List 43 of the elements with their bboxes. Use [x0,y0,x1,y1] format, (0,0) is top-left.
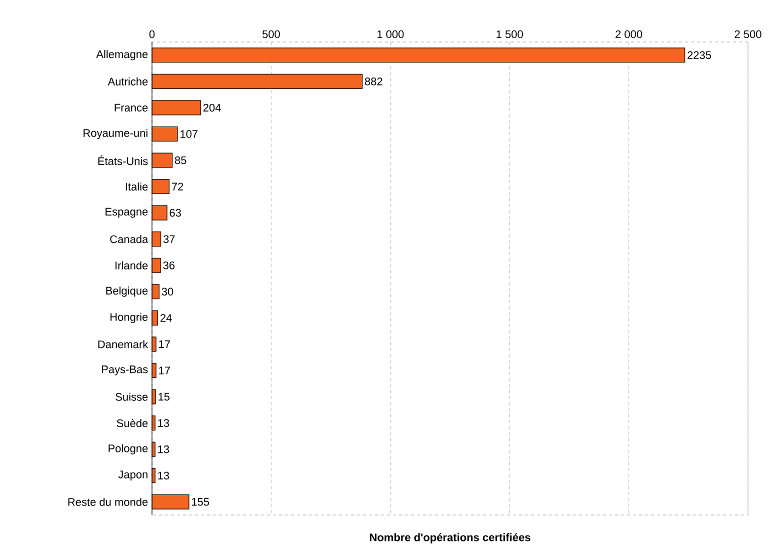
data-label: 2235 [688,51,712,60]
y-tick-label: Suisse [116,392,148,401]
y-tick-label: Italie [126,182,148,191]
data-label: 13 [158,472,170,480]
data-label: 204 [203,104,221,112]
data-label: 882 [364,78,382,86]
y-tick-label: Pologne [108,444,148,454]
data-label: 13 [158,445,170,454]
y-tick-label: Danemark [98,340,148,348]
data-label: 17 [159,340,170,348]
x-tick-label: 1 500 [496,30,523,38]
data-label: 13 [158,419,170,427]
x-tick-label: 500 [262,30,280,38]
data-label: 85 [174,156,186,164]
data-label: 155 [192,498,210,506]
data-label: 17 [159,366,170,374]
y-tick-label: Suède [116,418,148,428]
data-label: 15 [158,392,170,401]
y-tick-label: Autriche [108,77,148,86]
y-tick-label: Espagne [106,208,148,218]
y-tick-label: Irlande [116,261,148,270]
data-label: 72 [172,182,184,190]
x-tick-label: 0 [149,30,155,38]
x-tick-label: 2 000 [616,30,642,38]
y-tick-label: États-Unis [98,155,148,166]
y-tick-label: France [114,104,148,112]
data-label: 37 [163,235,175,243]
data-label: 107 [180,130,198,138]
y-tick-label: Reste du monde [68,498,148,506]
y-tick-label: Canada [110,235,148,244]
data-label: 63 [170,208,181,217]
y-tick-label: Allemagne [96,50,148,60]
y-tick-label: Hongrie [110,312,148,324]
y-tick-label: Pays-Bas [102,366,148,376]
data-label: 36 [163,261,175,270]
data-label: 24 [160,314,172,322]
y-tick-label: Japon [118,470,148,481]
x-tick-label: 1 000 [377,30,404,38]
data-label: 30 [162,288,174,296]
y-tick-label: Belgique [106,286,148,297]
x-axis-title: Nombre d'opérations certifiées [370,533,530,544]
x-tick-label: 2 500 [734,30,762,38]
y-tick-label: Royaume-uni [84,128,148,140]
